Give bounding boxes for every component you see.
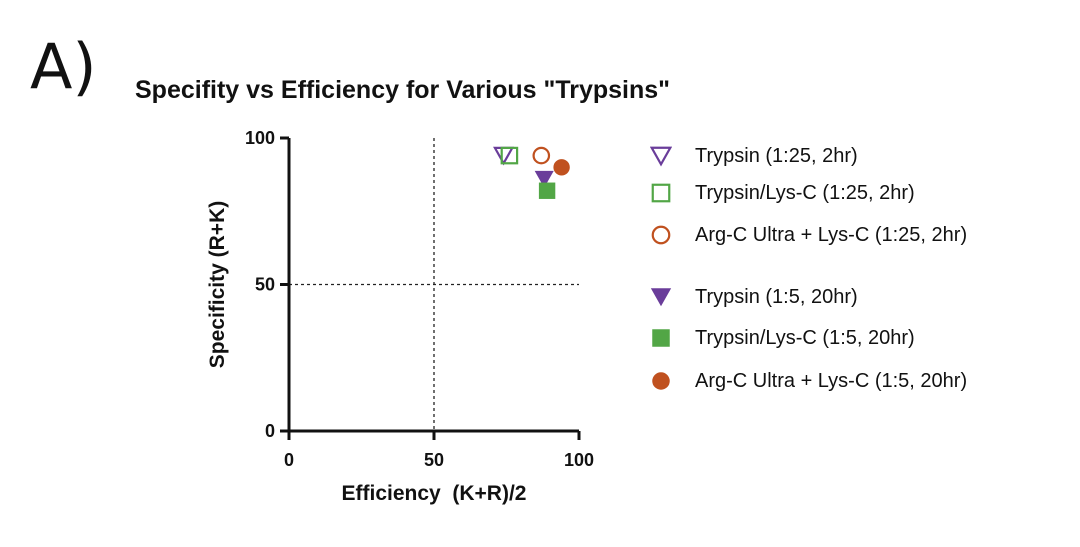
- legend-label: Trypsin (1:25, 2hr): [695, 144, 858, 167]
- legend-label: Trypsin/Lys-C (1:5, 20hr): [695, 326, 915, 349]
- legend-marker: [651, 183, 671, 203]
- legend-marker: [652, 372, 670, 390]
- data-point-series-4-point-1: [534, 170, 554, 188]
- legend-marker: [650, 146, 672, 167]
- data-point-series-5-point-1: [538, 182, 556, 199]
- legend-marker: [650, 288, 672, 307]
- legend-item: Trypsin/Lys-C (1:5, 20hr): [650, 325, 915, 351]
- x-tick-label: 100: [564, 450, 594, 470]
- y-tick-label: 0: [265, 421, 275, 441]
- data-point-series-1-point-1: [493, 146, 515, 166]
- legend-item: Trypsin/Lys-C (1:25, 2hr): [650, 180, 915, 206]
- legend-label: Trypsin (1:5, 20hr): [695, 285, 858, 308]
- y-tick-label: 50: [255, 275, 275, 295]
- y-axis-label: Specificity (R+K): [206, 201, 229, 368]
- data-point-series-2-point-1: [500, 146, 519, 165]
- data-point-series-6-point-1: [553, 159, 570, 176]
- y-tick-label: 100: [245, 128, 275, 148]
- legend-marker: [652, 329, 670, 347]
- x-axis-label: Efficiency (K+R)/2: [342, 482, 527, 505]
- legend-label: Arg-C Ultra + Lys-C (1:5, 20hr): [695, 369, 968, 392]
- legend-item: Trypsin (1:5, 20hr): [650, 284, 858, 310]
- legend-item: Trypsin (1:25, 2hr): [650, 143, 858, 169]
- legend-marker: [651, 225, 671, 245]
- legend-label: Trypsin/Lys-C (1:25, 2hr): [695, 181, 915, 204]
- legend-item: Arg-C Ultra + Lys-C (1:25, 2hr): [650, 222, 967, 248]
- legend-item: Arg-C Ultra + Lys-C (1:5, 20hr): [650, 368, 967, 394]
- x-tick-label: 0: [284, 450, 294, 470]
- chart-title: Specifity vs Efficiency for Various "Try…: [135, 76, 671, 104]
- panel-label: A): [30, 30, 97, 103]
- data-point-series-3-point-1: [532, 146, 551, 165]
- legend-label: Arg-C Ultra + Lys-C (1:25, 2hr): [695, 223, 968, 246]
- x-tick-label: 50: [424, 450, 444, 470]
